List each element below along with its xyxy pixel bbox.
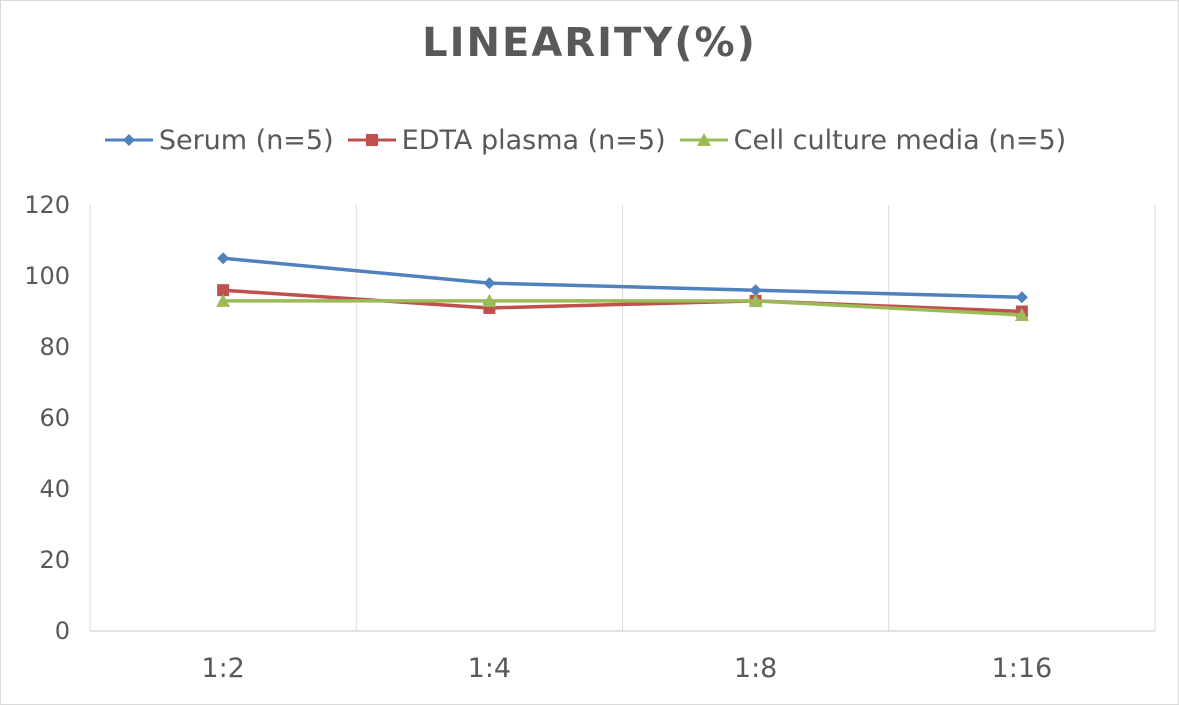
data-point-square: [217, 284, 230, 297]
x-tick-label: 1:2: [201, 653, 244, 684]
data-point-diamond: [1015, 291, 1028, 304]
series-line-0: [222, 256, 1022, 300]
y-tick-label: 40: [39, 475, 70, 503]
legend-label-serum: Serum (n=5): [158, 124, 334, 156]
legend-label-edta-plasma: EDTA plasma (n=5): [401, 124, 666, 156]
series-line-1: [223, 288, 1022, 314]
data-point-triangle: [748, 293, 763, 307]
chart-title: LINEARITY(%): [422, 20, 757, 66]
x-tick-label: 1:8: [734, 653, 777, 684]
data-point-diamond: [483, 277, 496, 290]
y-tick-label: 80: [39, 333, 70, 361]
data-point-triangle: [216, 293, 231, 307]
legend-label-cell-culture-media: Cell culture media (n=5): [733, 124, 1067, 156]
chart-legend: Serum (n=5) EDTA plasma (n=5) Cell cultu…: [0, 120, 1179, 160]
legend-item-edta-plasma: EDTA plasma (n=5): [347, 124, 666, 156]
data-point-diamond: [749, 284, 762, 297]
y-tick-label: 100: [24, 262, 70, 290]
legend-marker-serum-icon: [104, 134, 153, 146]
y-tick-label: 0: [55, 617, 70, 645]
data-point-diamond: [217, 252, 230, 265]
legend-item-cell-culture-media: Cell culture media (n=5): [679, 124, 1067, 156]
legend-item-serum: Serum (n=5): [104, 124, 334, 156]
series-line-2: [223, 299, 1022, 317]
y-tick-label: 120: [24, 191, 70, 219]
x-tick-label: 1:4: [468, 653, 511, 684]
legend-marker-cell-culture-media-icon: [679, 133, 728, 146]
y-tick-label: 60: [39, 404, 70, 432]
x-tick-label: 1:16: [992, 653, 1053, 684]
y-tick-label: 20: [39, 546, 70, 574]
data-point-triangle: [482, 293, 497, 307]
legend-marker-edta-plasma-icon: [347, 134, 396, 146]
data-point-triangle: [1014, 308, 1029, 322]
